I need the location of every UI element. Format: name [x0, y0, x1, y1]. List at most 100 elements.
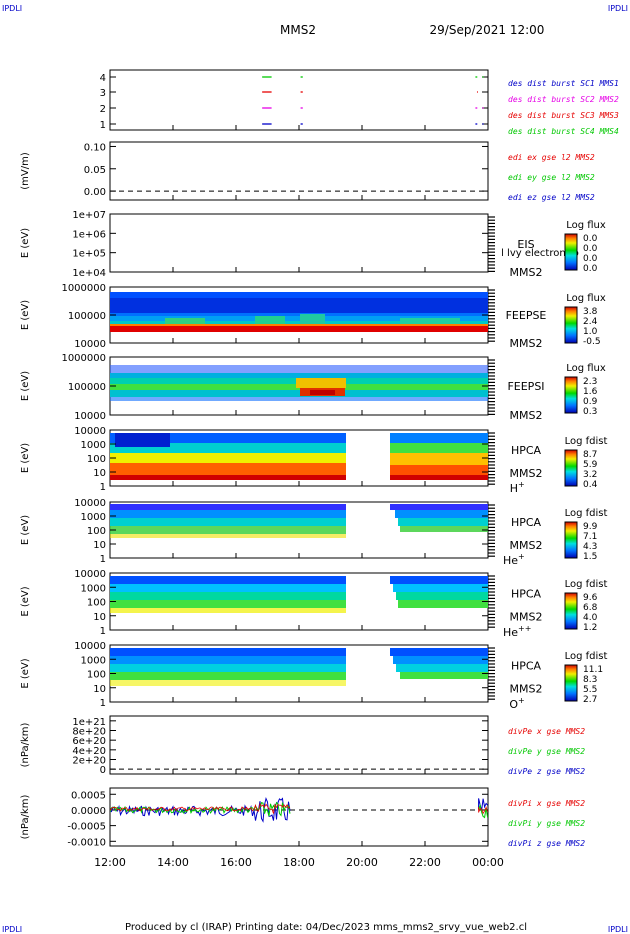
hpca_he1-ytick-label: 10000	[74, 498, 106, 509]
hpca_h-colorbar	[564, 449, 578, 487]
feepsi-ytick-label: 10000	[74, 411, 106, 422]
hpca_o-charge-label: +	[518, 696, 525, 705]
hpca_h-spacecraft-label: MMS2	[510, 467, 543, 480]
xtick-label: 00:00	[472, 856, 504, 869]
edi-ylabel: (mV/m)	[20, 152, 31, 190]
hpca_he1-ylabel: E (eV)	[20, 515, 31, 545]
divpi-legend-entry: divPi z gse MMS2	[508, 839, 585, 848]
hpca_he2-instrument-label: HPCA	[511, 588, 542, 601]
xtick-label: 22:00	[409, 856, 441, 869]
hpca-he1-spectrogram	[110, 504, 488, 538]
hpca_he1-ytick-label: 100	[87, 526, 106, 537]
feepsi-spacecraft-label: MMS2	[510, 409, 543, 422]
hpca_he2-colorbar-tick: 6.8	[583, 603, 598, 613]
hpca_o-colorbar-tick: 11.1	[583, 665, 603, 675]
hpca_o-ytick-label: 1000	[81, 655, 106, 666]
eis-colorbar	[564, 233, 578, 271]
hpca_he1-instrument-label: HPCA	[511, 516, 542, 529]
divpi-legend-entry: divPi y gse MMS2	[508, 819, 585, 828]
hpca_o-colorbar	[564, 664, 578, 702]
xtick-label: 16:00	[220, 856, 252, 869]
divpi-x-trace	[110, 802, 488, 815]
hpca_he1-ytick-label: 10	[93, 540, 106, 551]
hpca_h-ylabel: E (eV)	[20, 443, 31, 473]
divpi-ytick-label: 0.0005	[71, 790, 106, 801]
divpe-legend-entry: divPe y gse MMS2	[508, 747, 585, 756]
feepse-spacecraft-label: MMS2	[510, 337, 543, 350]
corner-mark-tr: IPDLI	[608, 4, 628, 13]
divpe-ytick-label: 0	[100, 765, 106, 776]
feepsi-colorbar-title: Log flux	[566, 363, 606, 374]
hpca_o-ytick-label: 10	[93, 684, 106, 695]
hpca_h-ytick-label: 10	[93, 468, 106, 479]
edi-ytick-label: 0.05	[84, 165, 106, 176]
hpca_he1-ytick-label: 1000	[81, 512, 106, 523]
feepse-ytick-label: 10000	[74, 339, 106, 350]
frame-des-burst	[109, 69, 489, 131]
hpca_h-colorbar-tick: 5.9	[583, 460, 598, 470]
hpca_o-spacecraft-label: MMS2	[510, 683, 543, 696]
xtick-label: 14:00	[157, 856, 189, 869]
divpe-ylabel: (nPa/km)	[20, 723, 31, 768]
eis-ytick-label: 1e+04	[72, 268, 106, 279]
hpca_he2-ytick-label: 100	[87, 598, 106, 609]
hpca_he1-ytick-label: 1	[100, 554, 106, 565]
eis-colorbar-tick: 0.0	[583, 234, 598, 244]
hpca_o-ytick-label: 10000	[74, 641, 106, 652]
hpca_he2-colorbar-tick: 4.0	[583, 613, 598, 623]
feepsi-colorbar-tick: 0.9	[583, 397, 598, 407]
hpca_h-charge-label: +	[518, 480, 525, 489]
corner-mark-br: IPDLI	[608, 925, 628, 934]
feepse-spectrogram	[110, 292, 488, 332]
hpca_o-colorbar-title: Log fdist	[565, 651, 608, 662]
divpe-ytick-label: 6e+20	[72, 736, 106, 747]
divpe-ytick-label: 8e+20	[72, 727, 106, 738]
eis-colorbar-tick: 0.0	[583, 244, 598, 254]
hpca_o-ytick-label: 1	[100, 698, 106, 709]
eis-colorbar-tick: 0.0	[583, 264, 598, 274]
frame-eis	[109, 213, 489, 273]
edi-legend-entry: edi ez gse l2 MMS2	[508, 193, 595, 202]
hpca_h-ytick-label: 10000	[74, 426, 106, 437]
hpca_h-colorbar-tick: 0.4	[583, 480, 598, 490]
hpca_o-colorbar-tick: 8.3	[583, 675, 597, 685]
hpca_h-colorbar-tick: 3.2	[583, 470, 597, 480]
des_burst-ytick-label: 1	[100, 120, 106, 131]
divpe-legend-entry: divPe z gse MMS2	[508, 767, 585, 776]
eis-colorbar-title: Log flux	[566, 220, 606, 231]
eis-ytick-label: 1e+06	[72, 229, 106, 240]
feepse-colorbar-tick: 2.4	[583, 317, 598, 327]
corner-mark-tl: IPDLI	[2, 4, 22, 13]
hpca_he2-colorbar-title: Log fdist	[565, 579, 608, 590]
hpca_he1-colorbar-tick: 1.5	[583, 552, 597, 562]
header-datetime: 29/Sep/2021 12:00	[430, 23, 545, 37]
des_burst-legend-entry: des dist burst SC4 MMS4	[508, 127, 619, 136]
divpi-ylabel: (nPa/km)	[20, 795, 31, 840]
divpe-ytick-label: 4e+20	[72, 746, 106, 757]
hpca_he2-species-label: He	[503, 626, 518, 639]
feepse-colorbar-tick: 3.8	[583, 307, 598, 317]
des_burst-legend-entry: des dist burst SC1 MMS1	[508, 79, 619, 88]
eis-ylabel: E (eV)	[20, 228, 31, 258]
feepsi-colorbar-tick: 1.6	[583, 387, 598, 397]
hpca_o-ylabel: E (eV)	[20, 658, 31, 688]
divpe-ytick-label: 1e+21	[72, 717, 106, 728]
chart-marks: 4 3 2 1 des dist burst SC1 MMS1 des dist burs…	[20, 73, 619, 869]
hpca_o-species-label: O	[509, 698, 518, 711]
hpca_he2-ytick-label: 1000	[81, 583, 106, 594]
hpca-o-spectrogram	[110, 648, 488, 686]
feepsi-colorbar-tick: 0.3	[583, 407, 597, 417]
hpca_he2-spacecraft-label: MMS2	[510, 611, 543, 624]
hpca_he2-ytick-label: 10000	[74, 569, 106, 580]
spectrogram-images	[110, 292, 488, 686]
des_burst-legend-entry: des dist burst SC2 MMS2	[508, 95, 619, 104]
edi-ytick-label: 0.10	[84, 142, 106, 153]
hpca_he2-ytick-label: 10	[93, 612, 106, 623]
divpi-ytick-label: -0.0005	[67, 822, 106, 833]
eis-ytick-label: 1e+07	[72, 210, 106, 221]
feepse-ytick-label: 1000000	[61, 283, 106, 294]
hpca_o-ytick-label: 100	[87, 670, 106, 681]
feepse-colorbar	[564, 306, 578, 344]
hpca_he1-colorbar	[564, 521, 578, 559]
